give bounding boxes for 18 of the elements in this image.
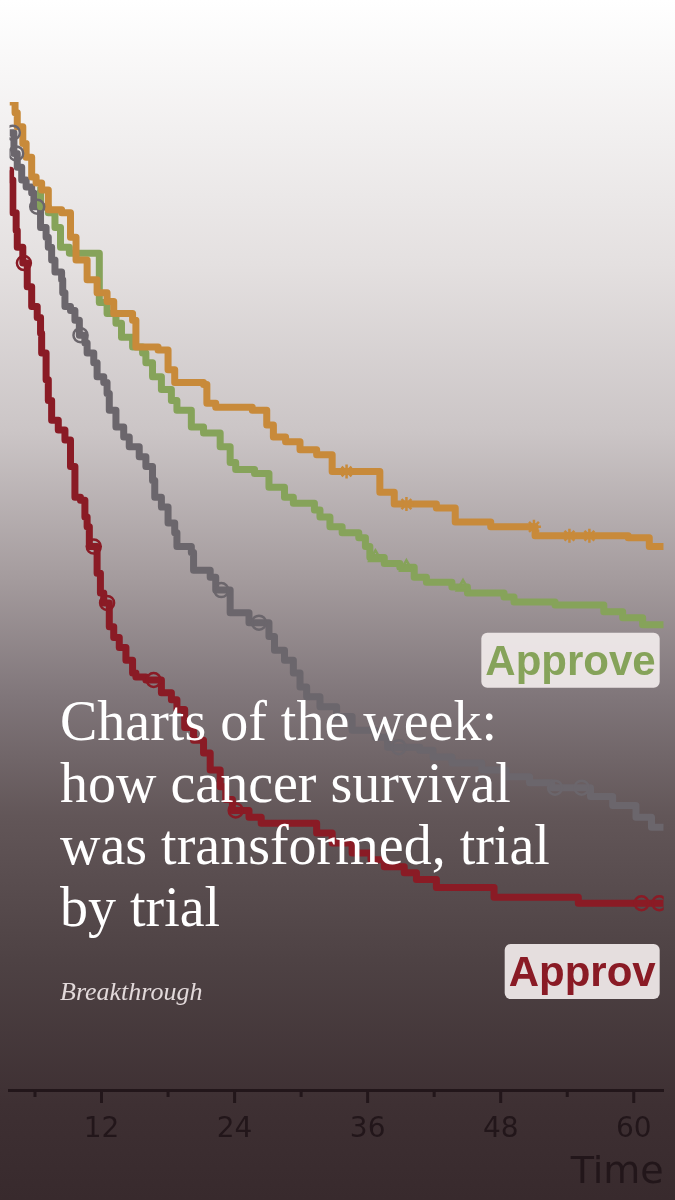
point xyxy=(145,671,162,689)
point xyxy=(561,527,578,544)
point xyxy=(98,594,116,612)
point xyxy=(250,614,268,631)
point xyxy=(368,549,383,563)
text: Breakthrough xyxy=(60,976,203,1008)
point xyxy=(398,495,415,513)
point xyxy=(227,802,244,819)
series-label: Approve xyxy=(485,636,656,684)
series-label: Approv xyxy=(508,948,657,995)
point xyxy=(72,326,89,344)
point xyxy=(28,198,46,215)
point xyxy=(9,145,25,162)
point xyxy=(85,538,103,555)
point xyxy=(213,581,230,599)
point xyxy=(15,254,33,272)
point xyxy=(338,463,355,480)
point xyxy=(633,895,650,912)
